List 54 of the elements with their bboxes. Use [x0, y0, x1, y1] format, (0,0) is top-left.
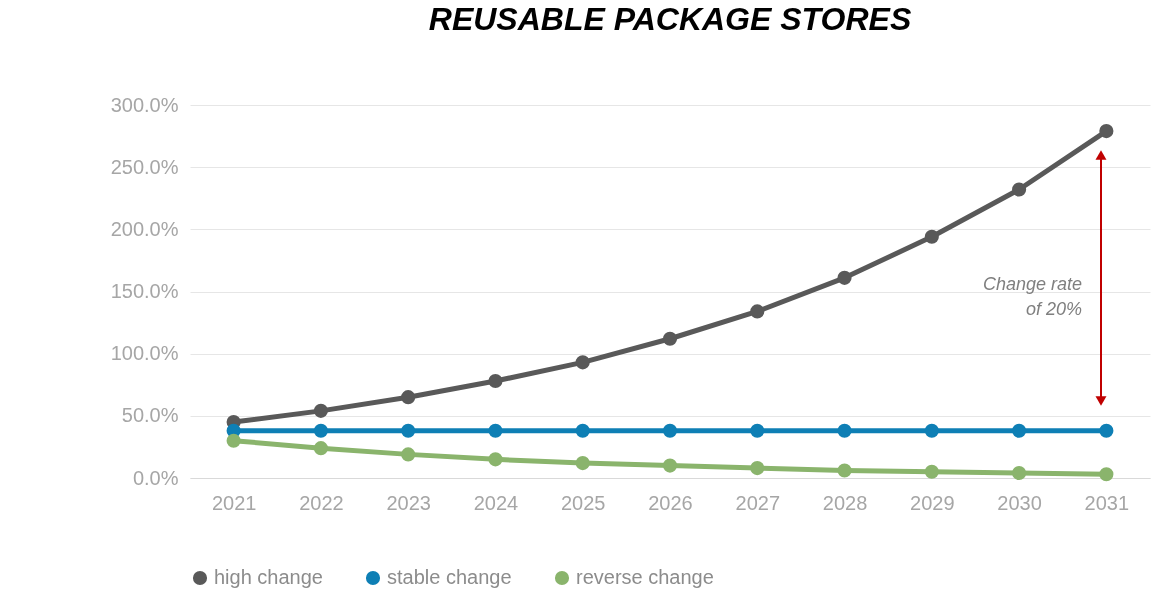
- point: [401, 390, 416, 405]
- point: [750, 461, 765, 476]
- legend-label: stable change: [387, 566, 512, 588]
- point: [662, 423, 678, 438]
- x-tick-label: 2022: [299, 491, 344, 514]
- point: [837, 463, 852, 478]
- y-tick-label: 50.0%: [121, 404, 179, 427]
- x-tick-label: 2029: [910, 491, 955, 514]
- point: [662, 331, 678, 346]
- point: [924, 464, 939, 479]
- point: [1099, 124, 1114, 139]
- point: [662, 458, 678, 473]
- point: [837, 423, 852, 438]
- point: [575, 355, 590, 370]
- x-tick-label: 2023: [386, 491, 431, 514]
- x-tick-label: 2024: [473, 491, 519, 514]
- point: [575, 456, 590, 471]
- point: [1012, 423, 1027, 438]
- x-tick-label: 2027: [735, 491, 781, 514]
- point: [1012, 465, 1027, 481]
- point: [401, 447, 416, 462]
- y-tick-label: 100.0%: [110, 342, 179, 365]
- point: [837, 270, 852, 285]
- point: [226, 433, 241, 448]
- point: [575, 423, 590, 438]
- y-tick-label: 300.0%: [110, 93, 179, 116]
- chart-title: REUSABLE PACKAGE STORES: [428, 1, 912, 37]
- y-tick-label: 0.0%: [132, 466, 179, 489]
- point: [1099, 423, 1114, 438]
- point: [924, 423, 939, 438]
- x-tick-label: 2021: [211, 491, 257, 514]
- point: [488, 373, 503, 389]
- legend-label: high change: [214, 566, 323, 588]
- x-tick-label: 2030: [997, 491, 1042, 514]
- point: [750, 304, 765, 319]
- point: [313, 403, 328, 418]
- point: [924, 229, 939, 244]
- point: [1099, 467, 1114, 482]
- y-tick-label: 200.0%: [110, 217, 179, 240]
- point: [313, 441, 328, 456]
- point: [401, 423, 416, 438]
- point: [313, 423, 328, 438]
- x-tick-label: 2026: [648, 491, 693, 514]
- legend-label: reverse change: [576, 566, 714, 588]
- point: [488, 423, 503, 438]
- x-tick-label: 2031: [1084, 491, 1130, 514]
- point: [488, 452, 503, 467]
- annotation: Change rate of 20%: [982, 274, 1082, 319]
- y-tick-label: 250.0%: [110, 155, 179, 178]
- x-tick-label: 2025: [560, 491, 606, 514]
- y-tick-label: 150.0%: [110, 280, 179, 302]
- point: [1012, 182, 1027, 197]
- point: [750, 423, 765, 438]
- x-tick-label: 2028: [822, 491, 868, 514]
